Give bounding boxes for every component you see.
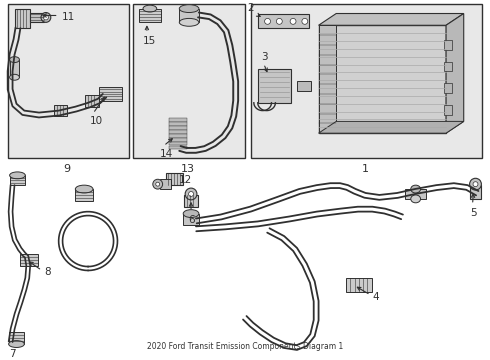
Circle shape bbox=[44, 15, 49, 20]
Bar bbox=[170, 130, 187, 134]
Bar bbox=[160, 179, 172, 189]
Bar bbox=[258, 69, 291, 103]
Bar bbox=[170, 122, 187, 126]
Bar bbox=[10, 175, 25, 185]
Text: 14: 14 bbox=[160, 149, 173, 159]
Text: 8: 8 bbox=[44, 267, 50, 278]
Bar bbox=[469, 185, 481, 199]
Bar bbox=[251, 4, 482, 158]
Bar bbox=[179, 9, 199, 22]
Bar bbox=[85, 95, 99, 107]
Bar bbox=[184, 195, 198, 207]
Bar bbox=[297, 81, 311, 91]
Text: 6: 6 bbox=[188, 215, 195, 225]
Circle shape bbox=[156, 182, 160, 186]
Bar bbox=[133, 4, 245, 158]
Text: 7: 7 bbox=[10, 349, 16, 359]
Text: 13: 13 bbox=[181, 163, 195, 174]
Bar bbox=[54, 105, 68, 117]
Bar bbox=[8, 4, 129, 158]
Circle shape bbox=[469, 178, 481, 190]
Polygon shape bbox=[318, 14, 464, 25]
Bar bbox=[15, 9, 30, 28]
Ellipse shape bbox=[10, 74, 20, 80]
Ellipse shape bbox=[143, 5, 157, 12]
Bar bbox=[444, 105, 452, 114]
Text: 10: 10 bbox=[90, 117, 103, 126]
Ellipse shape bbox=[10, 172, 25, 179]
Circle shape bbox=[276, 18, 282, 24]
Text: 15: 15 bbox=[143, 36, 156, 46]
Bar bbox=[10, 60, 20, 77]
Polygon shape bbox=[318, 121, 464, 133]
Bar bbox=[318, 25, 336, 133]
Bar bbox=[99, 87, 122, 101]
Ellipse shape bbox=[411, 185, 420, 193]
Bar bbox=[444, 40, 452, 50]
Text: 5: 5 bbox=[470, 208, 477, 218]
Bar bbox=[444, 83, 452, 93]
Bar bbox=[258, 14, 309, 28]
Circle shape bbox=[473, 182, 478, 186]
Text: 2020 Ford Transit Emission Components Diagram 1: 2020 Ford Transit Emission Components Di… bbox=[147, 342, 343, 351]
Text: 9: 9 bbox=[63, 163, 70, 174]
Circle shape bbox=[153, 179, 163, 189]
Circle shape bbox=[41, 13, 51, 22]
Bar bbox=[170, 142, 187, 145]
Circle shape bbox=[302, 18, 308, 24]
Bar bbox=[170, 138, 187, 141]
Ellipse shape bbox=[179, 5, 199, 13]
Bar bbox=[139, 9, 161, 22]
Bar bbox=[30, 13, 44, 22]
Polygon shape bbox=[446, 14, 464, 133]
Text: 2: 2 bbox=[247, 3, 254, 13]
Ellipse shape bbox=[10, 57, 20, 63]
Bar bbox=[346, 278, 371, 292]
Bar bbox=[170, 146, 187, 149]
Ellipse shape bbox=[411, 195, 420, 203]
Ellipse shape bbox=[183, 210, 199, 217]
Bar bbox=[166, 174, 183, 185]
Ellipse shape bbox=[75, 185, 93, 193]
Circle shape bbox=[185, 188, 197, 200]
Circle shape bbox=[265, 18, 270, 24]
Circle shape bbox=[189, 192, 194, 197]
Bar bbox=[444, 62, 452, 71]
Text: 3: 3 bbox=[261, 51, 268, 62]
Bar bbox=[21, 254, 38, 266]
Bar bbox=[75, 189, 93, 201]
Bar bbox=[405, 189, 426, 199]
Bar bbox=[170, 118, 187, 122]
Bar bbox=[183, 213, 199, 225]
Text: 4: 4 bbox=[372, 292, 379, 302]
Text: 1: 1 bbox=[362, 163, 369, 174]
Text: 12: 12 bbox=[179, 175, 193, 185]
Text: 11: 11 bbox=[62, 13, 75, 22]
Circle shape bbox=[290, 18, 296, 24]
Bar bbox=[170, 134, 187, 138]
Bar bbox=[170, 126, 187, 130]
Ellipse shape bbox=[9, 341, 24, 347]
Bar bbox=[9, 332, 24, 344]
Bar bbox=[318, 25, 446, 133]
Ellipse shape bbox=[179, 18, 199, 26]
